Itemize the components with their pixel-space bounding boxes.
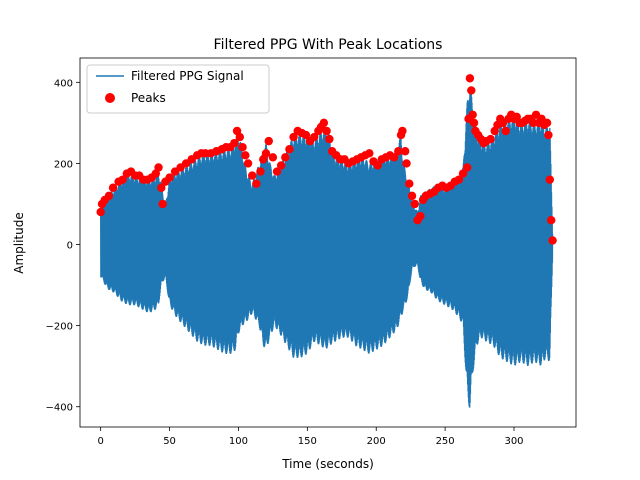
peak-marker [405,179,414,188]
x-tick-label: 300 [504,436,523,447]
peak-marker [416,211,425,221]
peak-marker [289,132,298,142]
peak-marker [467,86,476,95]
legend: Filtered PPG Signal Peaks [86,64,270,114]
x-tick-label: 250 [436,436,455,447]
peak-marker [389,153,399,162]
y-axis-label: Amplitude [12,212,26,274]
peak-marker [285,145,294,154]
peak-marker [373,161,382,170]
peak-marker [468,110,477,119]
peak-marker [465,74,475,83]
peak-marker [230,138,239,148]
x-tick-label: 100 [229,436,248,447]
peak-marker [454,175,464,184]
x-tick-label: 0 [97,436,103,447]
signal-line [100,88,554,408]
peak-marker [310,132,319,142]
y-tick-label: −200 [46,322,73,333]
peak-marker [268,153,278,162]
peak-marker [365,149,374,158]
x-tick-label: 200 [367,436,386,447]
peak-marker [118,175,127,184]
peak-marker [486,134,495,144]
peak-marker [398,126,407,136]
x-axis-label: Time (seconds) [281,457,374,471]
plot-area [96,74,557,408]
peak-marker [157,183,166,192]
peak-marker [400,147,410,156]
peak-marker [272,167,282,176]
peak-marker [241,151,250,160]
peak-marker [544,130,553,140]
legend-label-peaks: Peaks [131,91,166,105]
peak-marker [407,191,417,201]
peak-marker [261,149,271,158]
y-tick-label: 200 [54,159,73,170]
legend-box [86,64,270,114]
legend-label-signal: Filtered PPG Signal [131,69,244,83]
y-tick-label: −400 [46,403,73,414]
y-tick-label: 400 [54,78,73,89]
peak-marker [252,179,261,188]
x-tick-label: 50 [163,436,176,447]
peak-marker [542,118,552,128]
peak-marker [104,191,114,201]
peak-marker [248,171,257,180]
peak-marker [545,175,555,184]
peak-marker [108,183,118,192]
y-axis: −400 −200 0 200 400 [46,78,80,414]
peak-marker [301,130,311,140]
peak-marker [238,143,247,152]
peak-marker [501,126,510,136]
peak-marker [276,161,286,170]
peak-marker [325,134,334,144]
peak-marker [410,199,419,209]
peak-marker [235,132,245,142]
peak-marker [394,147,403,156]
chart-title: Filtered PPG With Peak Locations [214,37,443,53]
peak-marker [96,207,105,217]
peak-marker [319,118,329,128]
peaks-series [96,74,557,245]
peak-marker [547,216,556,225]
peak-marker [158,199,167,209]
x-tick-label: 150 [298,436,317,447]
peak-marker [469,118,479,128]
peak-marker [281,153,290,162]
peak-marker [154,163,163,172]
y-tick-label: 0 [67,241,73,252]
peak-marker [165,173,174,182]
peak-marker [402,159,411,168]
peak-marker [256,167,265,176]
axes-frame [79,57,577,428]
peak-marker [548,236,557,245]
legend-marker-swatch [105,93,115,103]
peak-marker [243,159,253,168]
peak-marker [264,136,273,146]
peak-marker [458,169,468,178]
peak-marker [462,163,472,172]
x-axis: 0 50 100 150 200 250 300 [97,427,524,447]
peak-marker [322,126,331,136]
